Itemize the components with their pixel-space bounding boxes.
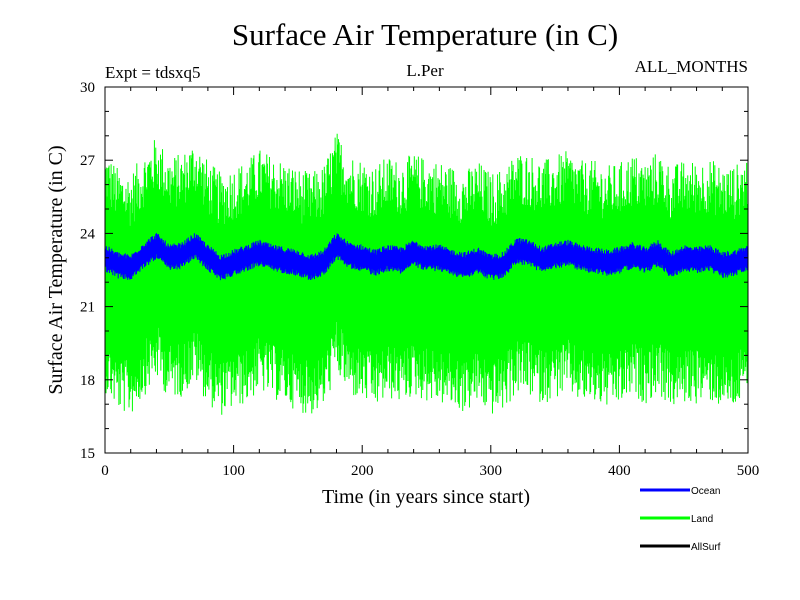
y-tick-label: 21 xyxy=(80,300,95,316)
axis-layer: 0 100 200 300 400 500 15 18 21 24 27 30 xyxy=(80,80,759,479)
y-axis-label: Surface Air Temperature (in C) xyxy=(45,145,67,394)
x-tick-label: 200 xyxy=(351,463,374,479)
series-line-ocean xyxy=(104,233,749,281)
legend: Ocean Land AllSurf xyxy=(640,486,721,553)
series-layer xyxy=(104,133,749,415)
legend-label-ocean: Ocean xyxy=(691,486,720,497)
y-tick-label: 24 xyxy=(80,226,96,242)
x-axis-label: Time (in years since start) xyxy=(322,486,530,508)
y-tick-label: 27 xyxy=(80,153,96,169)
legend-label-allsurf: AllSurf xyxy=(691,542,721,553)
subtitle: L.Per xyxy=(406,61,444,80)
chart-title: Surface Air Temperature (in C) xyxy=(232,17,618,52)
y-tick-label: 15 xyxy=(80,446,95,462)
experiment-label: Expt = tdsxq5 xyxy=(105,63,201,82)
y-tick-label: 18 xyxy=(80,373,95,389)
y-tick-label: 30 xyxy=(80,80,95,96)
x-tick-label: 0 xyxy=(101,463,109,479)
legend-label-land: Land xyxy=(691,514,713,525)
x-tick-label: 100 xyxy=(222,463,245,479)
months-label: ALL_MONTHS xyxy=(635,57,748,76)
series-line-land xyxy=(104,133,749,415)
plot-frame xyxy=(104,86,749,454)
x-tick-label: 500 xyxy=(737,463,760,479)
x-tick-label: 400 xyxy=(608,463,631,479)
x-tick-label: 300 xyxy=(480,463,503,479)
